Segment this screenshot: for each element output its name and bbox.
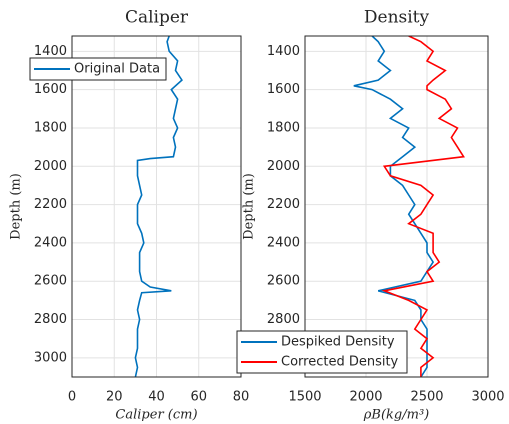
y-axis-label: Depth (m) [9,173,24,240]
y-tick-label: 3000 [34,350,67,365]
legend-label: Despiked Density [281,335,395,350]
y-tick-label: 2600 [267,274,300,289]
x-tick-label: 80 [233,390,250,405]
axes-box [71,35,242,378]
data-line [353,36,435,377]
y-tick-label: 2400 [267,235,300,250]
legend-label: Corrected Density [281,355,399,370]
x-tick-label: 2500 [410,390,443,405]
y-tick-label: 2200 [34,197,67,212]
chart-title: Caliper [125,8,189,28]
y-tick-label: 2000 [34,159,67,174]
x-tick-label: 0 [68,390,76,405]
x-tick-label: 3000 [471,390,504,405]
data-line [381,36,465,377]
y-tick-label: 1800 [267,120,300,135]
y-axis-label: Depth (m) [242,173,257,240]
y-tick-label: 2800 [267,312,300,327]
axes-box [304,35,489,378]
x-tick-label: 2000 [349,390,382,405]
x-axis-label: Caliper (cm) [115,408,197,423]
y-tick-label: 2200 [267,197,300,212]
x-tick-label: 1500 [288,390,321,405]
legend-label: Original Data [74,62,160,77]
x-tick-label: 20 [106,390,123,405]
y-tick-label: 1400 [34,44,67,59]
y-tick-label: 2600 [34,274,67,289]
x-tick-label: 40 [148,390,165,405]
y-tick-label: 2400 [34,235,67,250]
y-tick-label: 2000 [267,159,300,174]
x-axis-label: ρB(kg/m³) [363,408,429,423]
y-tick-label: 1600 [267,82,300,97]
y-tick-label: 2800 [34,312,67,327]
chart-title: Density [364,8,430,28]
y-tick-label: 1800 [34,120,67,135]
legend-box [29,57,167,81]
x-tick-label: 60 [190,390,207,405]
data-line [134,36,183,377]
legend-box [236,330,408,374]
y-tick-label: 1600 [34,82,67,97]
y-tick-label: 1400 [267,44,300,59]
